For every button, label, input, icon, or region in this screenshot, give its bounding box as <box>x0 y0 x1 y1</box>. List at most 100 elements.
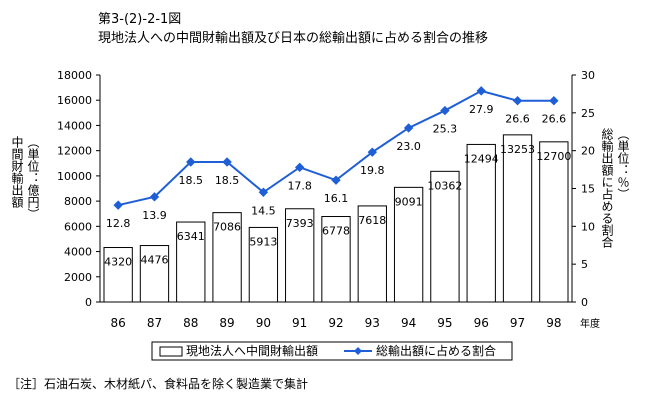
footnote: ［注］石油石炭、木材紙パ、食料品を除く製造業で集計 <box>8 377 309 391</box>
right-axis-unit: （単位：％） <box>616 128 630 200</box>
bar-value-label: 6341 <box>177 230 205 243</box>
left-tick-label: 12000 <box>57 145 92 158</box>
ratio-value-label: 25.3 <box>433 123 458 136</box>
left-axis-unit: （単位：億円） <box>26 136 40 220</box>
bar <box>502 134 533 303</box>
ratio-point <box>258 187 269 197</box>
legend-line-label: 総輸出額に占める割合 <box>376 343 496 358</box>
ratio-point <box>186 157 196 167</box>
left-tick-label: 6000 <box>64 220 92 233</box>
left-tick-label: 10000 <box>57 170 92 183</box>
bar <box>176 221 206 303</box>
x-tick-label: 94 <box>401 316 416 330</box>
x-tick-label: 86 <box>111 316 126 330</box>
bar-value-label: 4476 <box>140 254 168 267</box>
bar-value-label: 4320 <box>104 256 132 269</box>
ratio-point <box>549 96 559 106</box>
x-tick-label: 97 <box>510 316 525 330</box>
x-tick-label: 92 <box>328 316 343 330</box>
x-tick-label: 93 <box>365 316 380 330</box>
bar-value-label: 9091 <box>395 195 423 208</box>
right-tick-label: 0 <box>581 296 588 309</box>
ratio-value-label: 17.8 <box>287 179 312 192</box>
ratio-point <box>476 86 486 96</box>
ratio-point <box>512 96 523 106</box>
left-tick-label: 8000 <box>64 195 92 208</box>
left-axis-label: 中間財輸出額 <box>10 136 24 208</box>
ratio-point <box>294 162 305 173</box>
chart-title: 現地法人への中間財輸出額及び日本の総輸出額に占める割合の推移 <box>98 31 489 46</box>
x-tick-label: 91 <box>292 316 307 330</box>
x-tick-label: 89 <box>219 316 234 330</box>
bar <box>357 205 387 303</box>
ratio-point <box>331 175 341 185</box>
bar <box>212 212 242 303</box>
line-series <box>113 86 559 210</box>
figure-id: 第3-(2)-2-1図 <box>98 12 182 27</box>
bar-value-label: 12700 <box>536 150 571 163</box>
bar <box>103 247 133 303</box>
bar <box>393 186 424 303</box>
right-tick-label: 10 <box>581 220 595 233</box>
bar-value-label: 5913 <box>249 235 277 248</box>
legend-bar-label: 現地法人へ中間財輸出額 <box>186 343 318 358</box>
legend-line-marker <box>354 347 362 355</box>
ratio-point <box>113 200 123 210</box>
ratio-value-label: 16.1 <box>324 192 349 205</box>
x-tick-label: 98 <box>546 316 561 330</box>
bar-value-label: 7393 <box>286 217 314 230</box>
left-tick-label: 14000 <box>57 119 92 132</box>
x-axis-unit: 年度 <box>580 317 600 330</box>
left-tick-label: 18000 <box>57 69 92 82</box>
legend-bar-swatch <box>159 346 183 357</box>
ratio-value-label: 12.8 <box>106 217 131 230</box>
bar <box>248 226 279 303</box>
ratio-point <box>149 192 160 202</box>
ratio-value-label: 14.5 <box>251 204 276 217</box>
ratio-point <box>367 147 378 157</box>
bar-value-label: 6778 <box>322 225 350 238</box>
left-tick-label: 2000 <box>64 271 92 284</box>
x-tick-label: 96 <box>474 316 489 330</box>
bar-value-label: 7086 <box>213 221 241 234</box>
bar <box>466 143 496 303</box>
right-tick-label: 20 <box>581 145 595 158</box>
x-tick-label: 87 <box>147 316 162 330</box>
data-labels: 12.8 13.9 18.5 18.5 14.5 17.8 16.1 19.8 23.0 25.3… <box>106 103 566 230</box>
bar <box>285 208 315 303</box>
ratio-value-label: 18.5 <box>215 174 240 187</box>
ratio-value-label: 19.8 <box>360 164 385 177</box>
ratio-value-label: 13.9 <box>142 209 167 222</box>
bar-value-label: 13253 <box>500 143 535 156</box>
left-tick-label: 16000 <box>57 94 92 107</box>
bar-value-label: 10362 <box>427 179 462 192</box>
bar <box>539 141 569 303</box>
legend-box <box>151 341 513 361</box>
right-tick-label: 15 <box>581 183 595 196</box>
x-tick-label: 90 <box>256 316 271 330</box>
ratio-point <box>440 105 450 116</box>
legend: 現地法人へ中間財輸出額 総輸出額に占める割合 <box>151 341 513 361</box>
bar <box>430 170 460 303</box>
ratio-point <box>222 157 232 167</box>
bar <box>321 216 351 303</box>
x-tick-label: 88 <box>183 316 198 330</box>
ratio-value-label: 23.0 <box>396 140 421 153</box>
right-tick-label: 25 <box>581 107 595 120</box>
bar-value-label: 7618 <box>358 214 386 227</box>
right-tick-label: 30 <box>581 69 595 82</box>
ratio-point <box>403 123 414 133</box>
ratio-value-label: 26.6 <box>505 113 530 126</box>
bar-series: 4320 4476 6341 7086 5913 7393 6778 7618 9091 1036… <box>103 134 571 303</box>
ratio-value-label: 27.9 <box>469 103 494 116</box>
axes: 0 2000 4000 6000 8000 10000 12000 14000 16000 180… <box>57 69 600 330</box>
right-tick-label: 5 <box>581 258 588 271</box>
ratio-value-label: 18.5 <box>179 174 204 187</box>
ratio-value-label: 26.6 <box>542 113 567 126</box>
right-axis-label: 総輸出額に占める割合 <box>600 128 614 248</box>
left-tick-label: 0 <box>85 296 92 309</box>
x-tick-label: 95 <box>437 316 452 330</box>
left-tick-label: 4000 <box>64 246 92 259</box>
bar-value-label: 12494 <box>464 152 499 165</box>
